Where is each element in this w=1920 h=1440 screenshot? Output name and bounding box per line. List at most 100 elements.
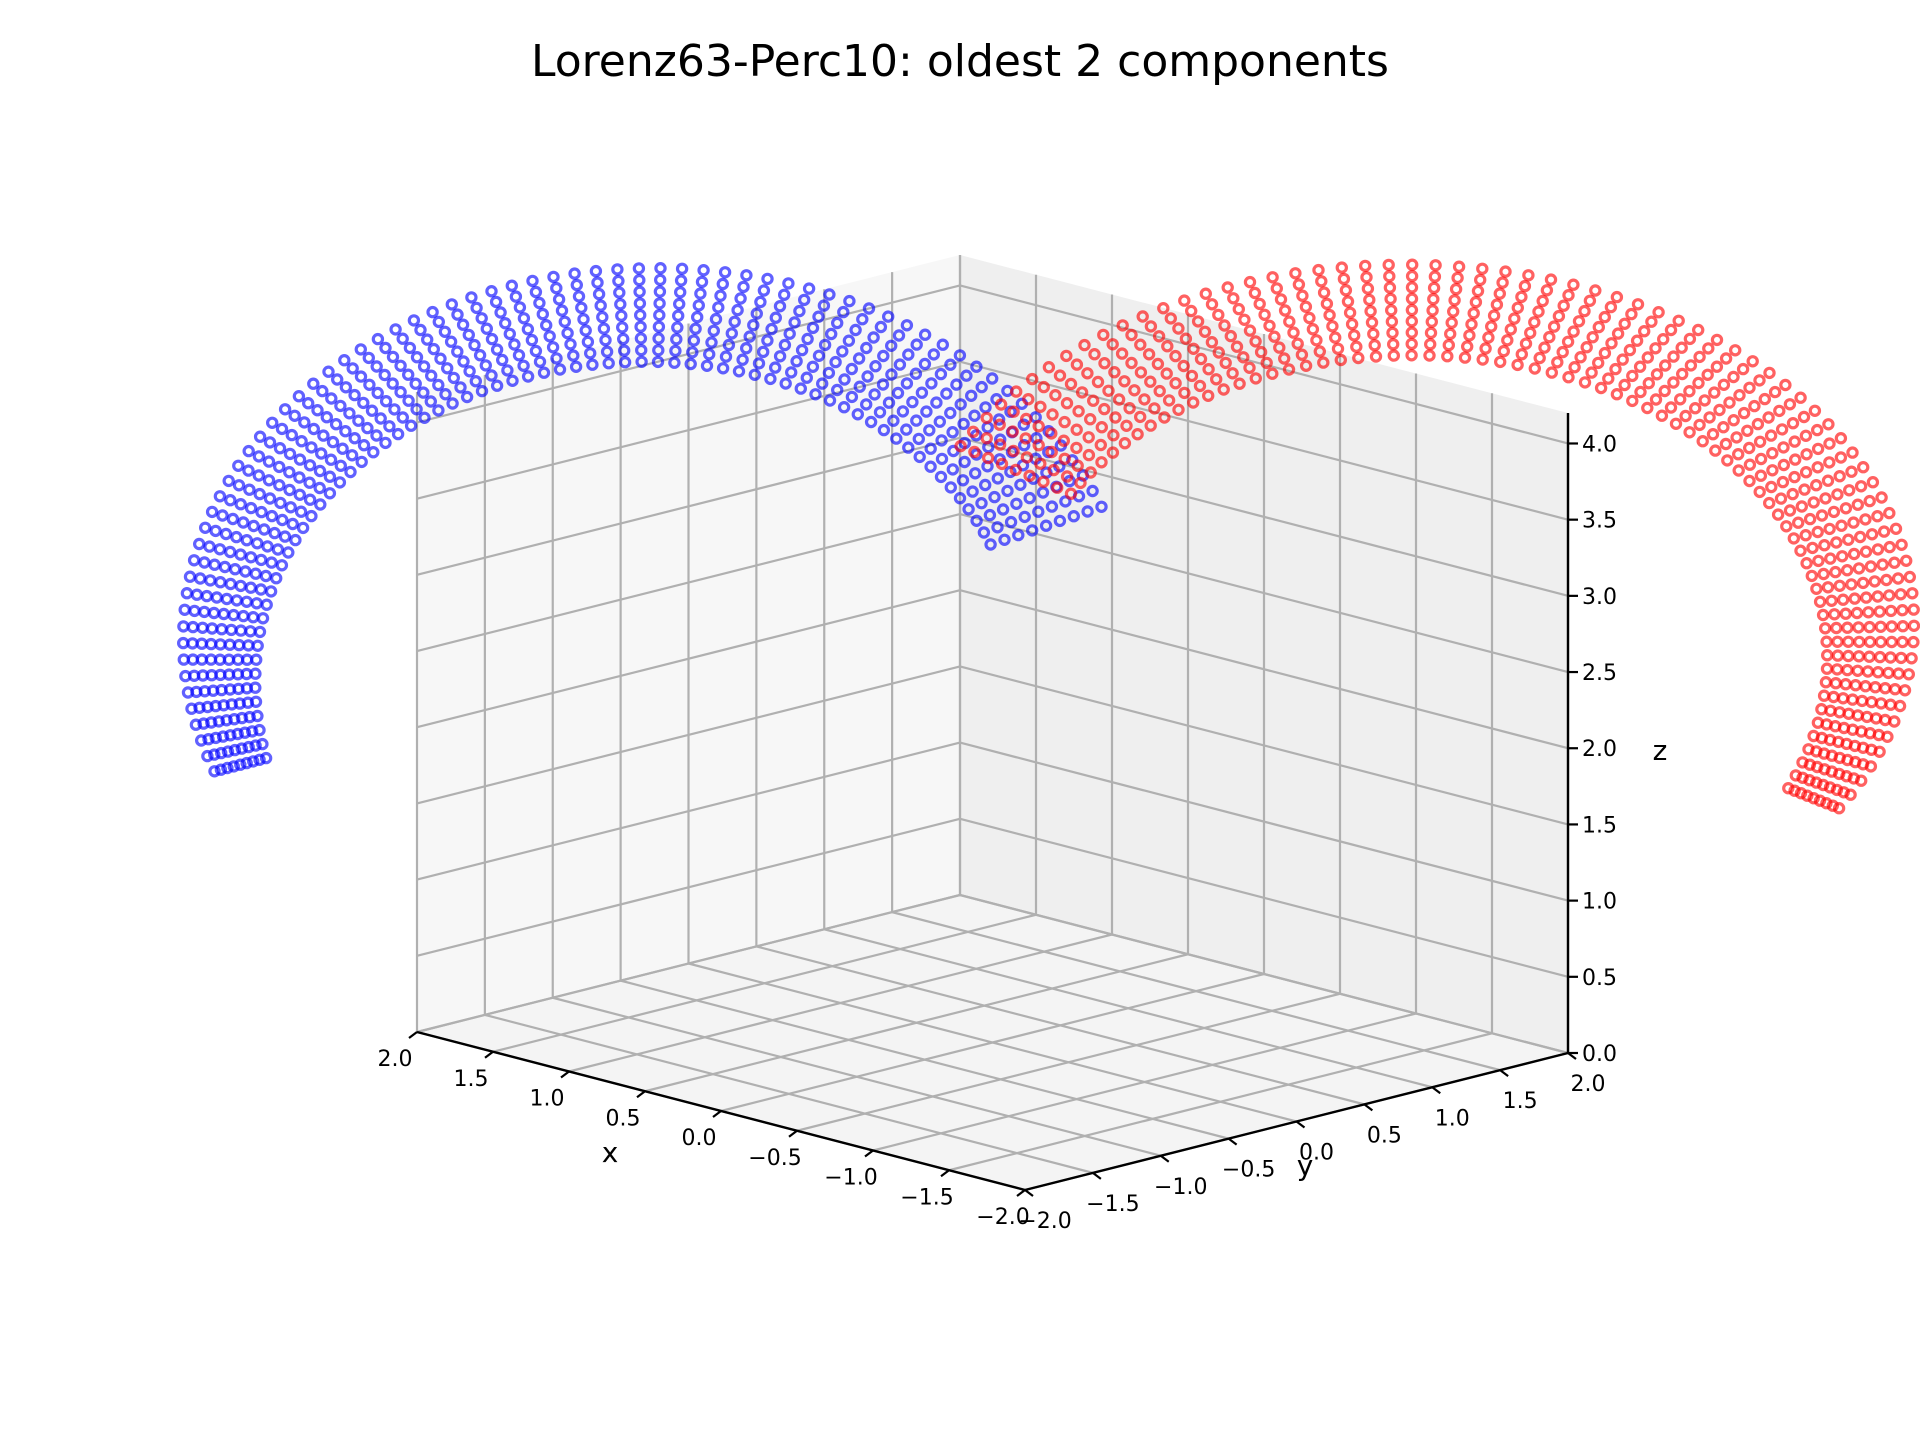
series-0-point	[517, 359, 530, 372]
series-1-point	[1799, 466, 1813, 479]
series-0-point	[179, 669, 192, 683]
series-1-point	[1650, 368, 1664, 381]
series-0-point	[513, 301, 527, 314]
series-1-point	[993, 438, 1007, 451]
series-1-point	[1515, 290, 1528, 304]
series-1-point	[1852, 650, 1866, 663]
series-0-point	[634, 332, 648, 345]
series-1-point	[1833, 470, 1846, 483]
series-1-point	[1202, 363, 1215, 376]
series-1-point	[1592, 320, 1606, 334]
series-1-point	[1042, 361, 1056, 374]
series-1-point	[1263, 319, 1276, 332]
series-1-point	[1788, 470, 1801, 484]
series-0-point	[253, 430, 267, 443]
series-1-point	[1864, 760, 1878, 773]
series-0-point	[462, 328, 475, 342]
series-1-point	[1618, 378, 1631, 392]
series-1-point	[1710, 333, 1724, 347]
series-0-point	[288, 409, 301, 422]
series-1-point	[1801, 789, 1814, 802]
series-1-point	[1097, 328, 1110, 342]
series-0-point	[634, 308, 647, 322]
series-1-point	[1888, 715, 1901, 728]
series-0-point	[268, 526, 281, 540]
series-1-point	[1763, 366, 1776, 380]
series-1-point	[1323, 308, 1336, 322]
z-tick-label: 3.0	[1582, 585, 1617, 610]
series-1-point	[1863, 494, 1876, 508]
series-0-point	[550, 352, 563, 365]
series-1-point	[1425, 315, 1439, 328]
series-0-point	[386, 377, 399, 390]
series-0-point	[339, 381, 353, 394]
series-1-point	[1291, 337, 1304, 350]
series-0-point	[246, 755, 260, 768]
series-0-point	[417, 360, 431, 373]
series-0-point	[261, 540, 274, 553]
series-0-point	[838, 373, 851, 386]
series-0-point	[918, 328, 932, 341]
series-0-point	[434, 352, 447, 365]
series-1-point	[1847, 547, 1861, 561]
series-1-point	[1783, 398, 1797, 411]
series-0-point	[596, 310, 609, 324]
grid-line	[891, 911, 1501, 1072]
series-1-point	[1158, 411, 1171, 424]
series-0-point	[177, 653, 190, 666]
series-0-point	[313, 481, 326, 495]
series-1-point	[1888, 556, 1901, 569]
series-1-point	[1387, 349, 1401, 362]
series-1-point	[1818, 539, 1831, 552]
series-1-point	[1863, 635, 1877, 649]
series-1-point	[1748, 399, 1761, 413]
series-0-point	[561, 326, 574, 340]
series-1-point	[1906, 587, 1919, 600]
series-0-point	[283, 447, 297, 461]
series-0-point	[705, 336, 718, 349]
series-1-point	[1465, 318, 1478, 331]
series-1-point	[1604, 300, 1618, 314]
series-1-point	[1219, 356, 1232, 370]
series-0-point	[344, 465, 357, 479]
series-0-point	[910, 338, 923, 351]
series-0-point	[634, 320, 647, 333]
series-0-point	[262, 455, 276, 468]
series-1-point	[1710, 360, 1724, 373]
series-0-point	[270, 572, 283, 585]
axis-labels: x y z	[602, 734, 1668, 1182]
series-1-point	[1861, 665, 1875, 678]
series-1-point	[1667, 376, 1680, 389]
series-1-point	[1788, 435, 1801, 448]
series-0-point	[712, 301, 725, 314]
series-1-point	[1547, 320, 1561, 333]
series-0-point	[386, 350, 400, 364]
series-1-point	[1818, 622, 1832, 635]
series-0-point	[737, 280, 750, 294]
series-1-point	[1899, 554, 1913, 568]
series-0-point	[460, 390, 474, 404]
series-0-point	[936, 338, 950, 351]
x-tick-label: −0.5	[748, 1146, 801, 1171]
series-0-point	[305, 509, 318, 523]
series-0-point	[214, 576, 227, 589]
series-1-point	[1106, 338, 1119, 351]
x-tick	[864, 1149, 874, 1158]
series-1-point	[1839, 502, 1853, 515]
series-1-point	[1794, 544, 1807, 557]
series-1-point	[1827, 690, 1840, 704]
series-1-point	[1248, 286, 1262, 300]
series-0-point	[354, 370, 368, 383]
series-1-point	[1317, 356, 1330, 369]
series-1-point	[1460, 340, 1474, 353]
series-1-point	[1270, 282, 1284, 295]
series-1-point	[1840, 564, 1854, 577]
series-1-point	[1799, 429, 1813, 442]
grid-line	[620, 979, 1229, 1140]
series-1-point	[1834, 451, 1848, 464]
x-tick	[940, 1169, 950, 1178]
series-1-point	[1616, 353, 1629, 366]
series-0-point	[230, 594, 243, 607]
series-0-point	[653, 297, 666, 310]
series-1-point	[1131, 428, 1144, 441]
